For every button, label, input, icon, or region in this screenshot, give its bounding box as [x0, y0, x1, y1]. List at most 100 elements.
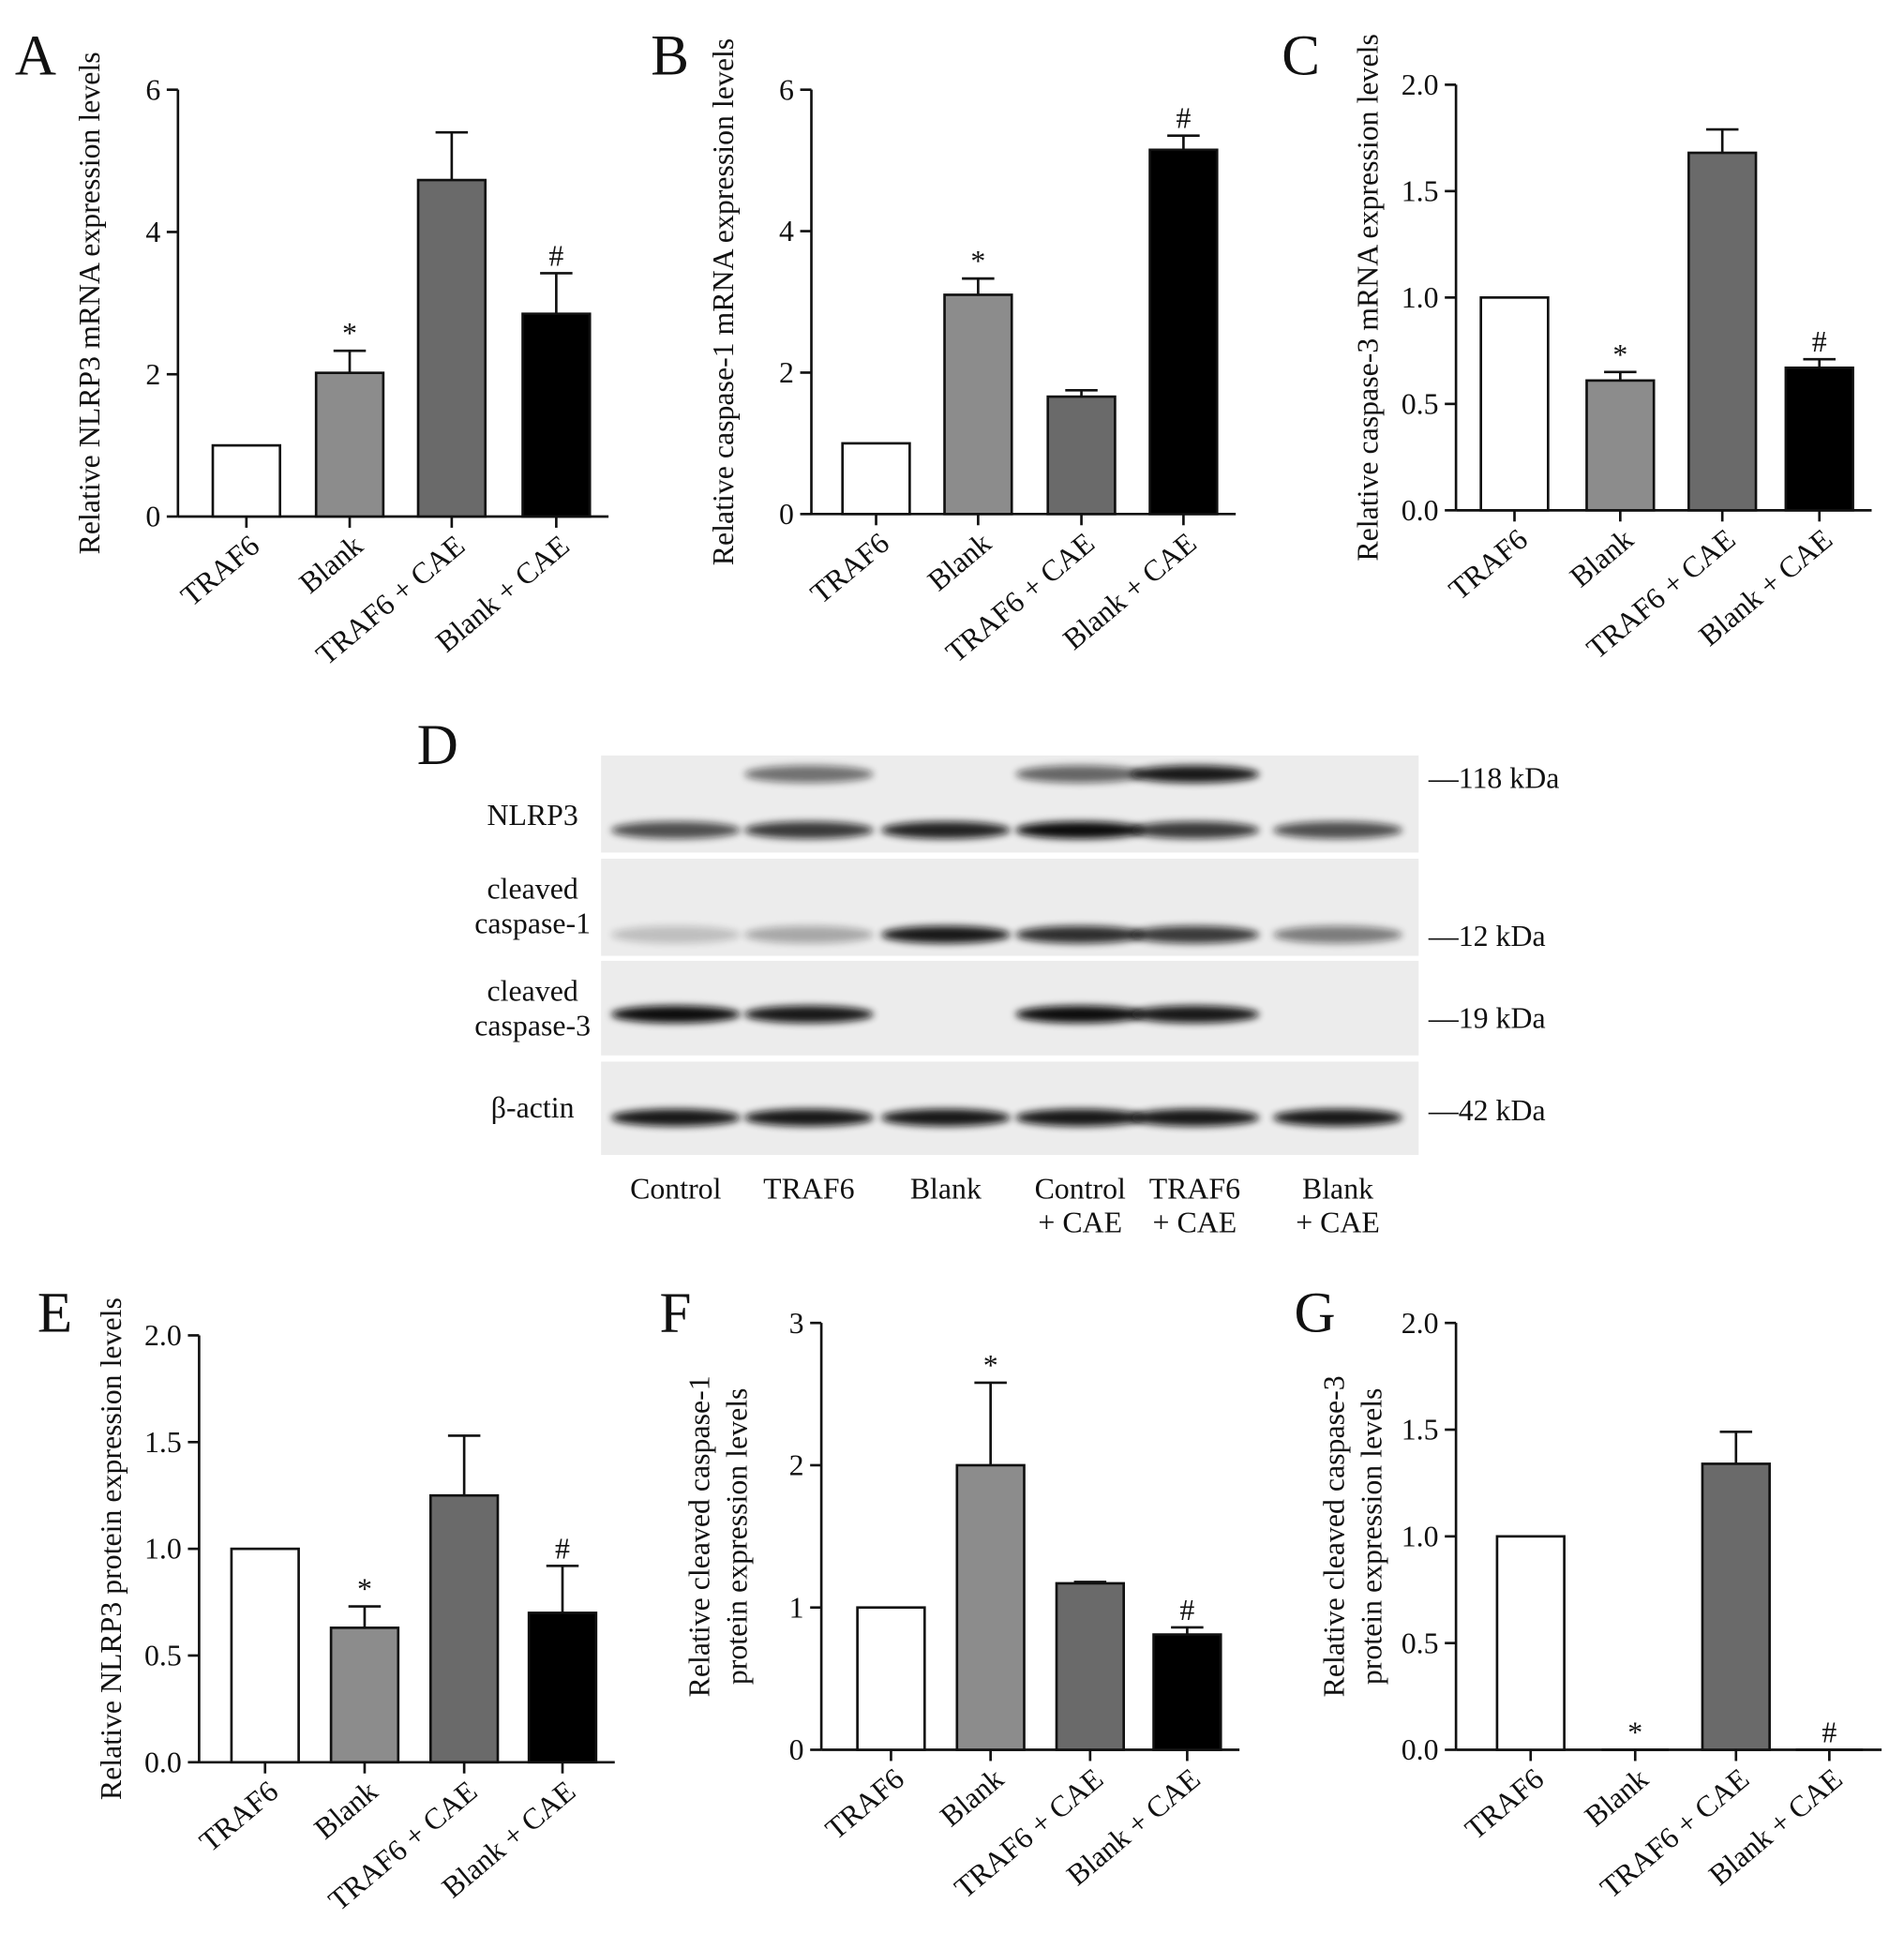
significance-marker: * — [357, 1573, 372, 1606]
y-tick-label: 1.5 — [1402, 174, 1439, 207]
blot-band — [743, 1108, 874, 1127]
lane-label: + CAE — [1296, 1206, 1380, 1238]
bar — [1148, 148, 1219, 516]
y-axis-label: Relative NLRP3 protein expression levels — [95, 1297, 127, 1800]
lane-label: + CAE — [1038, 1206, 1122, 1238]
size-marker: —12 kDa — [1428, 920, 1546, 952]
bar — [1055, 1582, 1126, 1751]
blot-band — [1015, 821, 1146, 839]
bar — [211, 443, 282, 518]
blot-band — [1015, 765, 1146, 784]
x-tick-label: TRAF6 — [1443, 522, 1534, 606]
y-tick-label: 0.5 — [144, 1640, 182, 1672]
y-tick-label: 2 — [789, 1449, 804, 1482]
y-tick-label: 1.0 — [144, 1533, 182, 1566]
panel-letter: A — [15, 25, 56, 88]
blot-band — [610, 1005, 741, 1024]
error-bar — [333, 349, 367, 373]
y-axis-label: Relative cleaved caspase-1 — [683, 1375, 716, 1697]
x-tick-label: Blank — [934, 1762, 1010, 1834]
y-tick-label: 0 — [779, 498, 794, 531]
y-tick-label: 1.5 — [1402, 1414, 1439, 1447]
y-axis-label: protein expression levels — [1355, 1388, 1387, 1686]
significance-marker: # — [548, 240, 563, 273]
blot-strip — [601, 859, 1419, 956]
y-tick-label: 2.0 — [1402, 68, 1439, 101]
bar — [416, 178, 487, 518]
bar — [1784, 366, 1854, 512]
bar — [841, 442, 911, 516]
error-bar — [348, 1605, 382, 1628]
lane-label: Control — [1035, 1172, 1126, 1205]
x-tick-label: Blank — [293, 529, 369, 600]
significance-marker: * — [342, 317, 357, 350]
x-tick-label: Blank — [922, 526, 997, 597]
y-tick-label: 6 — [145, 73, 160, 106]
blot-band — [880, 1108, 1011, 1127]
y-axis-label: Relative caspase-1 mRNA expression level… — [707, 38, 740, 565]
error-bar — [1705, 127, 1739, 154]
y-tick-label: 1.5 — [144, 1426, 182, 1459]
error-bar — [1167, 134, 1200, 150]
significance-marker: * — [970, 245, 985, 277]
y-tick-label: 6 — [779, 73, 794, 106]
y-axis-label: Relative cleaved caspase-3 — [1318, 1375, 1351, 1697]
y-tick-label: 1.0 — [1402, 1520, 1439, 1552]
blot-band — [1130, 821, 1260, 839]
bar — [230, 1547, 300, 1764]
blot-band — [743, 821, 874, 839]
blot-band — [610, 925, 741, 944]
panel-letter: G — [1295, 1282, 1336, 1344]
blot-band — [610, 1108, 741, 1127]
bar — [428, 1493, 500, 1764]
row-label: caspase-1 — [474, 907, 591, 940]
lane-label: TRAF6 — [1149, 1172, 1240, 1205]
panel-letter: F — [660, 1282, 692, 1344]
error-bar — [1803, 357, 1836, 368]
y-tick-label: 3 — [789, 1307, 804, 1340]
error-bar — [974, 1381, 1007, 1465]
significance-marker: # — [1176, 102, 1191, 135]
significance-marker: # — [1179, 1594, 1194, 1627]
blot-strip — [601, 755, 1419, 853]
error-bar — [1065, 388, 1098, 397]
bar — [1701, 1462, 1771, 1751]
blot-band — [1130, 765, 1260, 784]
blot-band — [743, 765, 874, 784]
blot-band — [1130, 1005, 1260, 1024]
size-marker: —19 kDa — [1428, 1002, 1546, 1035]
row-label: NLRP3 — [487, 799, 577, 832]
error-bar — [962, 277, 995, 295]
y-tick-label: 2 — [779, 356, 794, 389]
error-bar — [1604, 370, 1637, 381]
blot-band — [743, 925, 874, 944]
x-tick-label: TRAF6 — [193, 1775, 284, 1858]
y-axis-label: protein expression levels — [720, 1388, 753, 1686]
y-tick-label: 2.0 — [144, 1319, 182, 1352]
significance-marker: # — [555, 1532, 570, 1565]
blot-band — [880, 821, 1011, 839]
blot-band — [1272, 1108, 1403, 1127]
x-tick-label: Blank — [1564, 522, 1640, 593]
blot-band — [880, 925, 1011, 944]
y-tick-label: 4 — [779, 215, 794, 247]
significance-marker: * — [983, 1349, 998, 1382]
panel-letter: B — [651, 25, 689, 88]
lane-label: Blank — [910, 1172, 982, 1205]
blot-band — [1015, 1005, 1146, 1024]
y-tick-label: 0.0 — [1402, 1733, 1439, 1766]
bar — [329, 1627, 400, 1764]
blot-band — [1130, 1108, 1260, 1127]
bar — [1495, 1535, 1566, 1751]
bar — [314, 371, 385, 518]
lane-label: Blank — [1302, 1172, 1373, 1205]
significance-marker: # — [1812, 325, 1827, 358]
panel-letter: C — [1282, 25, 1320, 88]
row-label: β-actin — [491, 1091, 575, 1124]
error-bar — [1073, 1581, 1107, 1583]
error-bar — [435, 130, 469, 181]
y-tick-label: 4 — [145, 216, 160, 248]
error-bar — [1171, 1626, 1204, 1635]
x-tick-label: TRAF6 — [804, 526, 895, 609]
x-tick-label: Blank — [1579, 1762, 1655, 1834]
